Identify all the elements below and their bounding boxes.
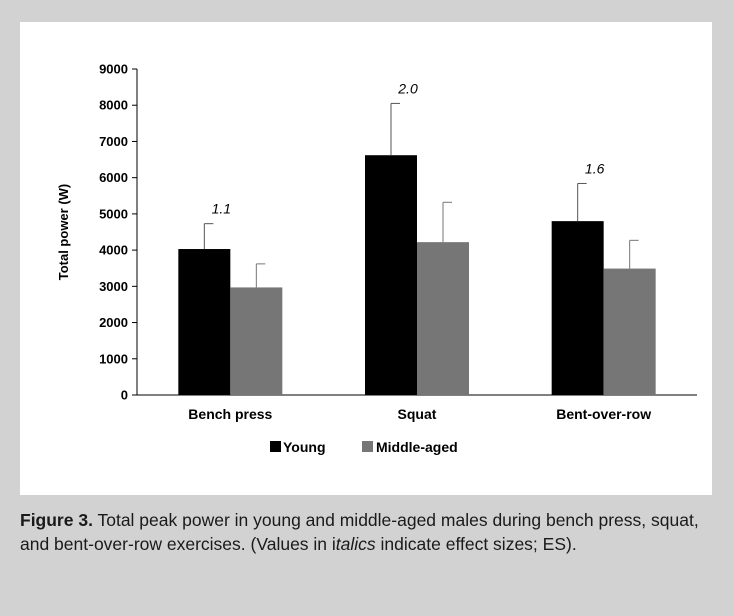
effect-size-label: 2.0 [397, 80, 418, 96]
legend-label-middle-aged: Middle-aged [376, 439, 458, 455]
y-tick-label: 8000 [99, 98, 128, 113]
y-tick-label: 4000 [99, 243, 128, 258]
category-label: Bench press [188, 406, 272, 422]
bar-young [551, 221, 604, 395]
legend-swatch-middle-aged [362, 441, 373, 452]
figure-caption: Figure 3. Total peak power in young and … [20, 508, 714, 556]
bar-middle-aged [230, 287, 283, 395]
chart-panel: 0 1000 2000 3000 4000 5000 6000 7000 8000 9000 Tot… [20, 22, 712, 495]
y-tick-label: 5000 [99, 206, 128, 221]
effect-size-label: 1.1 [212, 201, 231, 217]
y-tick-label: 0 [121, 388, 128, 403]
y-axis-label: Total power (W) [56, 184, 71, 281]
legend-label-young: Young [283, 439, 326, 455]
bar-middle-aged [603, 268, 656, 395]
category-label: Bent-over-row [556, 406, 651, 422]
y-tick-label: 1000 [99, 351, 128, 366]
bar-chart: 0 1000 2000 3000 4000 5000 6000 7000 8000 9000 Tot… [56, 62, 697, 455]
bar-young [365, 155, 417, 395]
y-tick-label: 7000 [99, 134, 128, 149]
bar-young [178, 249, 231, 395]
y-tick-label: 6000 [99, 170, 128, 185]
category-label: Squat [398, 406, 437, 422]
figure-label: Figure 3. [20, 510, 93, 530]
y-tick-label: 3000 [99, 279, 128, 294]
legend-swatch-young [270, 441, 281, 452]
bar-middle-aged [417, 242, 469, 395]
caption-italic-text: talics [335, 534, 376, 554]
caption-text: Total peak power in young and middle-age… [20, 510, 699, 554]
effect-size-label: 1.6 [585, 160, 605, 176]
caption-text-end: indicate effect sizes; ES). [375, 534, 577, 554]
y-tick-label: 9000 [99, 62, 128, 77]
y-tick-label: 2000 [99, 315, 128, 330]
